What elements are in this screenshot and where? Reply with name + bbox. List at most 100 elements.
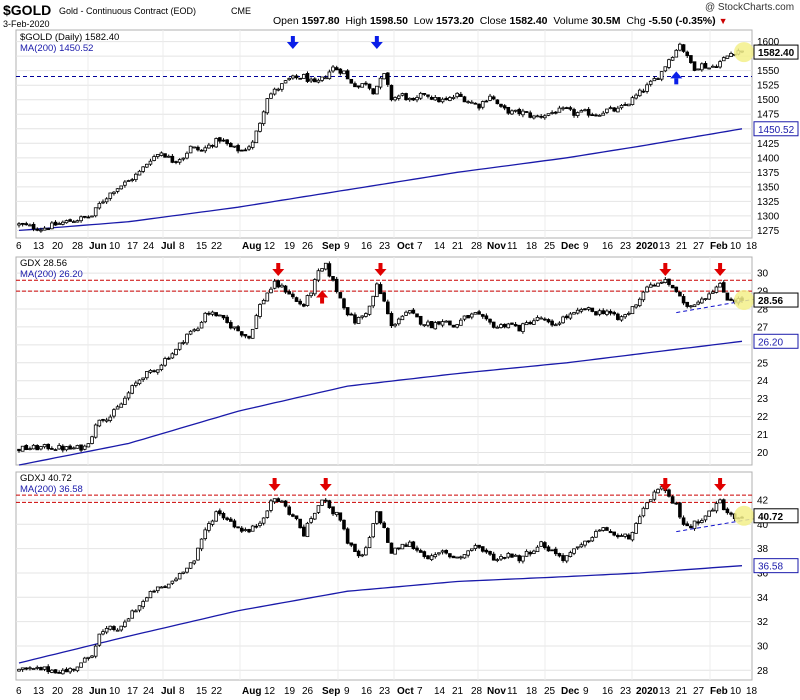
candle-body (696, 68, 700, 71)
candle-body (597, 529, 602, 532)
candle-body (422, 93, 427, 95)
candle-body (375, 283, 379, 298)
candle-body (152, 156, 156, 161)
x-tick-label: Oct (397, 686, 414, 697)
candle-body (35, 228, 40, 231)
candle-body (61, 669, 65, 675)
candle-body (79, 662, 83, 668)
candle-body (630, 97, 635, 105)
candle-body (101, 201, 105, 204)
candle-body (667, 489, 671, 497)
candle-body (415, 313, 419, 318)
candle-body (104, 198, 109, 203)
candle-body (119, 625, 124, 631)
candle-body (488, 551, 492, 555)
candle-body (20, 667, 25, 670)
candle-body (382, 522, 386, 529)
candle-body (305, 295, 310, 306)
candle-body (214, 312, 218, 317)
candle-body (170, 580, 175, 584)
candle-body (305, 73, 310, 82)
candle-body (145, 163, 149, 168)
candle-body (386, 72, 390, 85)
candle-body (725, 292, 730, 301)
candle-body (714, 286, 719, 293)
last-price-box (753, 44, 799, 60)
candle-body (396, 547, 401, 550)
candle-body (86, 656, 91, 659)
candle-body (294, 515, 299, 520)
candle-body (130, 385, 134, 394)
candle-body (320, 76, 324, 81)
candle-body (685, 301, 690, 307)
x-tick-label: 16 (602, 686, 614, 697)
down-arrow-icon (659, 269, 672, 276)
candle-body (721, 57, 726, 62)
down-arrow-icon (663, 263, 668, 269)
legend-ma: MA(200) 26.20 (20, 269, 83, 280)
candle-body (543, 542, 547, 549)
x-tick-label: 24 (143, 686, 155, 697)
candle-body (327, 71, 332, 80)
candle-body (203, 529, 208, 540)
candle-body (338, 512, 343, 521)
x-tick-label: 10 (730, 241, 742, 252)
candle-body (228, 322, 233, 329)
low-label: Low (413, 15, 434, 27)
chg-value: -5.50 (-0.35%) (648, 15, 716, 27)
candle-body (203, 312, 208, 323)
y-tick-label: 38 (757, 544, 769, 555)
candle-body (258, 122, 262, 132)
up-arrow-icon (670, 71, 683, 79)
x-tick-label: 21 (452, 241, 464, 252)
candle-body (331, 66, 335, 72)
candle-body (484, 549, 489, 553)
down-triangle-icon: ▼ (718, 16, 728, 26)
x-tick-label: Feb (710, 241, 728, 252)
candle-body (323, 499, 328, 502)
x-tick-label: 20 (52, 241, 64, 252)
down-arrow-icon (659, 484, 672, 491)
candle-body (199, 538, 204, 550)
ma-value-label: 1450.52 (758, 125, 795, 136)
candle-body (192, 560, 197, 564)
candle-body (145, 371, 149, 379)
candle-body (404, 544, 408, 547)
candle-body (696, 301, 700, 305)
x-tick-label: 12 (264, 686, 276, 697)
candle-body (119, 403, 124, 408)
candle-body (50, 669, 54, 673)
candle-body (448, 320, 452, 326)
candle-body (39, 229, 43, 232)
candle-body (678, 502, 682, 518)
y-tick-label: 1375 (757, 168, 780, 179)
candle-body (386, 301, 390, 315)
x-tick-label: 22 (211, 686, 223, 697)
candle-body (101, 631, 105, 635)
ohlc-readout: Open 1597.80 High 1598.50 Low 1573.20 Cl… (273, 15, 728, 27)
candle-body (280, 284, 284, 288)
candle-body (579, 308, 584, 312)
last-price-highlight (734, 505, 754, 526)
candle-body (35, 445, 40, 451)
x-tick-label: 28 (72, 686, 84, 697)
candle-body (484, 100, 489, 103)
high-label: High (345, 15, 368, 27)
down-arrow-icon (323, 478, 328, 484)
candle-body (46, 666, 51, 673)
candle-body (557, 322, 562, 325)
candle-body (477, 103, 481, 109)
y-tick-label: 1350 (757, 182, 780, 193)
candle-body (177, 342, 182, 350)
last-price-highlight (734, 290, 754, 311)
x-tick-label: Sep (322, 686, 340, 697)
down-arrow-icon (290, 36, 295, 42)
candle-body (104, 419, 109, 422)
candle-body (360, 554, 365, 557)
candle-body (590, 307, 595, 312)
candle-body (364, 82, 368, 85)
candle-body (652, 78, 657, 82)
candle-body (696, 521, 700, 524)
candle-body (28, 224, 32, 227)
exchange-label: CME (231, 6, 251, 16)
